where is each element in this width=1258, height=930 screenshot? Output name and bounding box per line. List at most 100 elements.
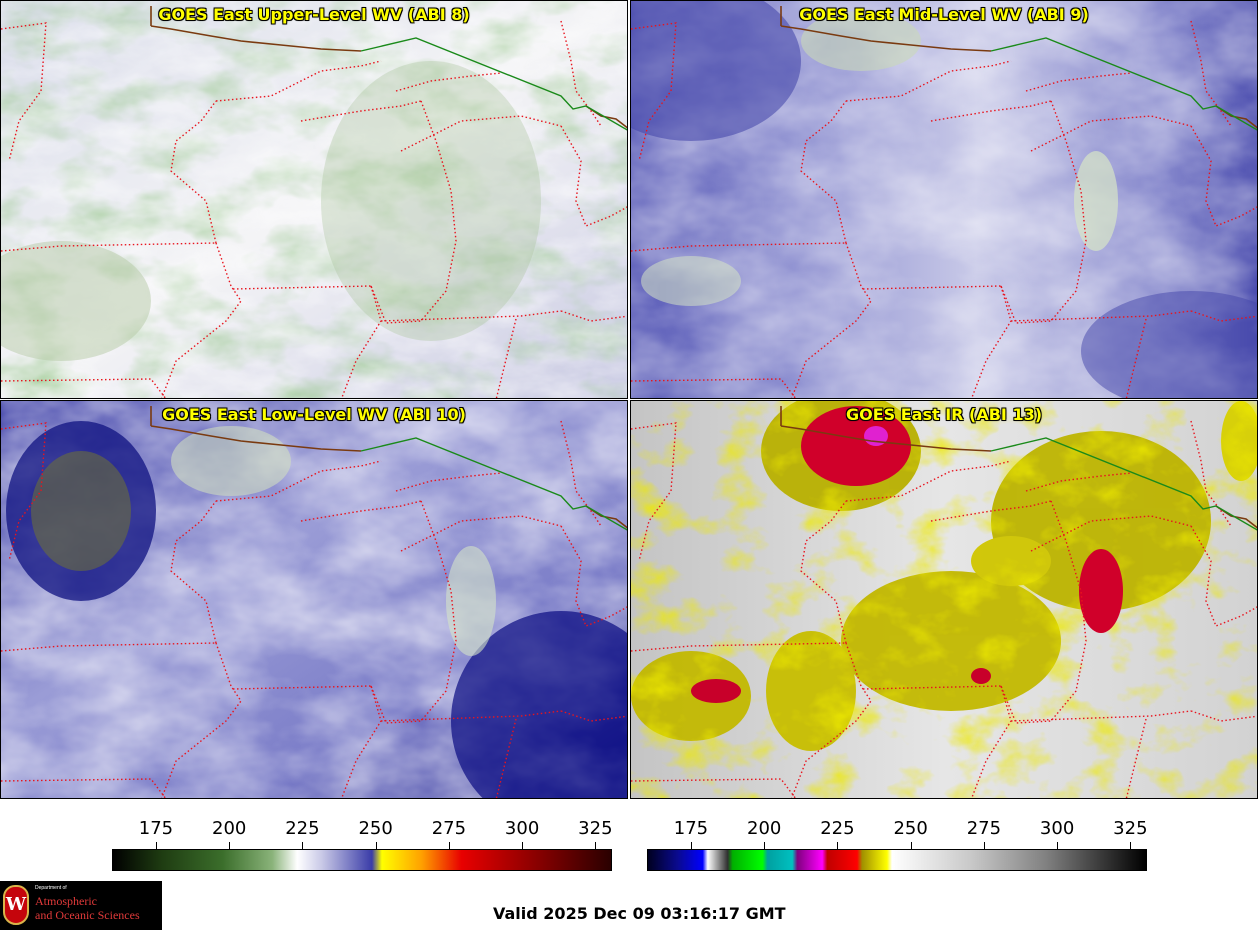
state-border (1, 642, 217, 652)
colorbar-infrared: 175 200 225 250 275 300 325 (647, 818, 1148, 873)
state-border (560, 710, 627, 722)
state-border (1190, 710, 1257, 722)
colorbar-ticks: 175 200 225 250 275 300 325 (647, 818, 1148, 849)
map-borders (631, 6, 1257, 398)
international-border (990, 437, 1257, 531)
state-border (1010, 310, 1192, 322)
logo-line-1: Atmospheric (35, 894, 97, 908)
state-border (170, 500, 217, 644)
tick-mark (1057, 842, 1059, 849)
tick-label: 225 (820, 818, 855, 839)
tick-label: 250 (893, 818, 928, 839)
tick-label: 275 (966, 818, 1002, 839)
state-border (1, 242, 217, 252)
map-borders (1, 406, 627, 798)
state-border (1010, 710, 1192, 722)
tick-label: 200 (211, 818, 247, 839)
valid-time: Valid 2025 Dec 09 03:16:17 GMT (493, 904, 786, 923)
state-border (845, 60, 1012, 102)
state-border (341, 285, 382, 398)
state-border (400, 115, 562, 152)
tick-label: 325 (1113, 818, 1148, 839)
tick-label: 325 (578, 818, 613, 839)
state-border (800, 500, 847, 644)
state-border (791, 242, 872, 398)
state-border (631, 242, 847, 252)
international-border (360, 37, 627, 131)
state-border (845, 460, 1012, 502)
tick-mark (155, 842, 157, 849)
tick-label: 300 (504, 818, 540, 839)
state-border (930, 100, 1052, 122)
state-border (370, 500, 457, 724)
panel-title: GOES East IR (ABI 13) (845, 405, 1043, 424)
colorbar-gradient (647, 849, 1147, 871)
state-border (1, 422, 47, 562)
international-border (990, 37, 1257, 131)
panel-title: GOES East Upper-Level WV (ABI 8) (158, 5, 470, 24)
tick-label: 200 (746, 818, 782, 839)
state-border (1030, 115, 1192, 152)
ir-image (631, 401, 1257, 798)
panel-title: GOES East Low-Level WV (ABI 10) (162, 405, 466, 424)
panel-upper-level-wv: GOES East Upper-Level WV (ABI 8) (0, 0, 628, 399)
low-level-wv-image (1, 401, 627, 798)
tick-mark (837, 842, 839, 849)
state-border (1025, 72, 1132, 92)
panel-ir: GOES East IR (ABI 13) (630, 400, 1258, 799)
state-border (380, 310, 562, 322)
upper-level-wv-image (1, 1, 627, 398)
tick-mark (229, 842, 231, 849)
tick-mark (522, 842, 524, 849)
state-border (1000, 100, 1087, 324)
state-border (1190, 310, 1257, 322)
state-border (370, 100, 457, 324)
state-border (161, 642, 242, 798)
state-border (232, 685, 372, 690)
uw-crest-icon: W (3, 885, 29, 925)
state-border (215, 460, 382, 502)
tick-mark (448, 842, 450, 849)
state-border (631, 642, 847, 652)
tick-label: 225 (285, 818, 320, 839)
mid-level-wv-image (631, 1, 1257, 398)
state-border (1, 22, 47, 162)
international-border (360, 437, 627, 531)
state-border (791, 642, 872, 798)
state-border (862, 685, 1002, 690)
tick-label: 175 (673, 818, 709, 839)
tick-mark (375, 842, 377, 849)
panel-mid-level-wv: GOES East Mid-Level WV (ABI 9) (630, 0, 1258, 399)
state-border (1030, 515, 1192, 552)
colorbar-gradient (112, 849, 612, 871)
state-border (215, 60, 382, 102)
state-border (232, 285, 372, 290)
tick-mark (764, 842, 766, 849)
state-border (395, 72, 502, 92)
state-border (631, 22, 677, 162)
aos-logo: W Department of Atmospheric and Oceanic … (0, 881, 162, 930)
panel-title: GOES East Mid-Level WV (ABI 9) (799, 5, 1089, 24)
state-border (971, 285, 1012, 398)
tick-label: 175 (138, 818, 174, 839)
state-border (971, 685, 1012, 798)
map-borders (1, 6, 627, 398)
logo-dept-text: Department of (35, 885, 67, 891)
colorbar-water-vapor: 175 200 225 250 275 300 325 (112, 818, 613, 873)
state-border (170, 100, 217, 244)
tick-mark (983, 842, 985, 849)
state-border (341, 685, 382, 798)
state-border (1025, 472, 1132, 492)
tick-mark (1130, 842, 1132, 849)
state-border (862, 285, 1002, 290)
tick-mark (302, 842, 304, 849)
state-border (800, 100, 847, 244)
state-border (560, 310, 627, 322)
state-border (380, 710, 562, 722)
state-border (300, 500, 422, 522)
state-border (400, 515, 562, 552)
state-border (930, 500, 1052, 522)
state-border (631, 422, 677, 562)
logo-line-2: and Oceanic Sciences (35, 908, 140, 922)
colorbar-ticks: 175 200 225 250 275 300 325 (112, 818, 613, 849)
